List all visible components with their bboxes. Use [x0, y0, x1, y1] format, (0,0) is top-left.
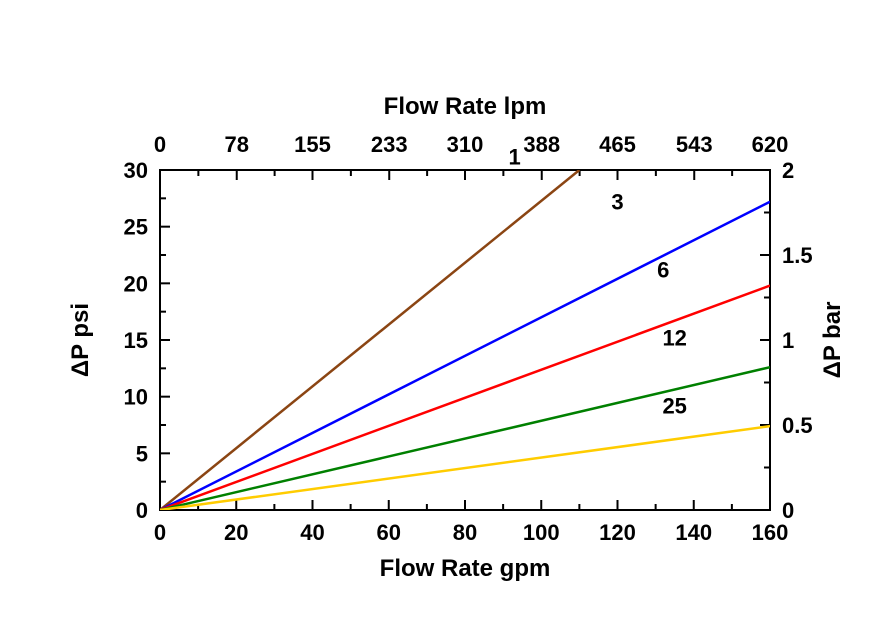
y-left-tick-label: 15: [124, 328, 148, 353]
chart-svg: 020406080100120140160Flow Rate gpm078155…: [0, 0, 882, 626]
x-bottom-tick-label: 120: [599, 520, 636, 545]
x-top-tick-label: 543: [676, 132, 713, 157]
y-left-tick-label: 0: [136, 498, 148, 523]
x-top-tick-label: 388: [523, 132, 560, 157]
series-label-3: 3: [611, 190, 623, 215]
x-bottom-tick-label: 60: [377, 520, 401, 545]
x-top-tick-label: 78: [224, 132, 248, 157]
x-bottom-tick-label: 140: [675, 520, 712, 545]
pressure-drop-chart: 020406080100120140160Flow Rate gpm078155…: [0, 0, 882, 626]
y-left-tick-label: 30: [124, 158, 148, 183]
x-top-tick-label: 310: [447, 132, 484, 157]
y-left-tick-label: 25: [124, 215, 148, 240]
x-bottom-tick-label: 80: [453, 520, 477, 545]
x-top-tick-label: 465: [599, 132, 636, 157]
series-line-3: [160, 202, 770, 510]
series-label-25: 25: [662, 394, 686, 419]
y-right-title: ΔP bar: [819, 302, 846, 379]
y-left-title: ΔP psi: [67, 303, 94, 377]
series-line-1: [160, 170, 579, 510]
x-bottom-title: Flow Rate gpm: [380, 555, 551, 582]
y-right-tick-label: 0.5: [782, 413, 813, 438]
x-top-tick-label: 155: [294, 132, 331, 157]
y-left-tick-label: 5: [136, 441, 148, 466]
y-right-tick-label: 1.5: [782, 243, 813, 268]
x-bottom-tick-label: 40: [300, 520, 324, 545]
y-right-tick-label: 0: [782, 498, 794, 523]
x-bottom-tick-label: 100: [523, 520, 560, 545]
x-bottom-tick-label: 160: [752, 520, 789, 545]
x-top-tick-label: 0: [154, 132, 166, 157]
series-label-6: 6: [657, 258, 669, 283]
x-top-tick-label: 620: [752, 132, 789, 157]
y-right-tick-label: 1: [782, 328, 794, 353]
x-bottom-tick-label: 0: [154, 520, 166, 545]
x-top-title: Flow Rate lpm: [384, 93, 547, 120]
series-label-12: 12: [662, 326, 686, 351]
x-top-tick-label: 233: [371, 132, 408, 157]
y-left-tick-label: 10: [124, 385, 148, 410]
y-left-tick-label: 20: [124, 271, 148, 296]
x-bottom-tick-label: 20: [224, 520, 248, 545]
y-right-tick-label: 2: [782, 158, 794, 183]
series-label-1: 1: [508, 144, 520, 169]
